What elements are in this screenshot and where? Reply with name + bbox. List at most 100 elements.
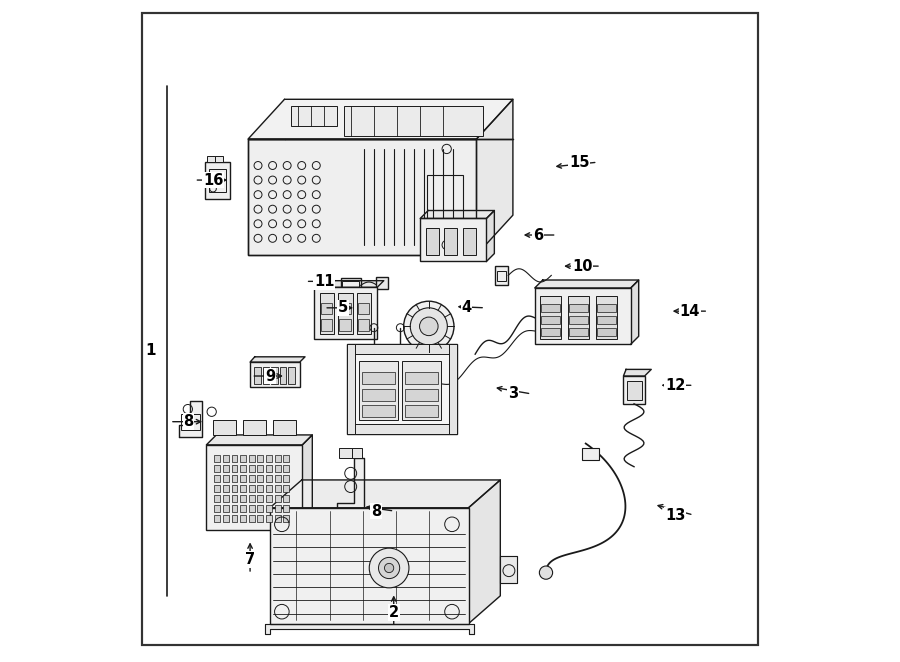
Bar xyxy=(263,367,269,384)
Text: 16: 16 xyxy=(202,173,223,187)
Text: 10: 10 xyxy=(572,259,592,273)
Text: 5: 5 xyxy=(338,301,348,315)
Bar xyxy=(362,405,395,417)
Bar xyxy=(352,448,362,458)
Bar xyxy=(248,505,255,512)
Circle shape xyxy=(410,308,447,345)
Bar xyxy=(347,344,356,434)
Bar xyxy=(231,485,238,492)
Bar xyxy=(206,445,302,530)
Text: 2: 2 xyxy=(389,605,399,620)
Bar xyxy=(266,495,272,502)
Bar xyxy=(248,485,255,492)
Bar xyxy=(339,303,351,314)
Bar xyxy=(274,475,281,482)
Bar xyxy=(596,296,617,339)
Polygon shape xyxy=(302,435,312,530)
Bar xyxy=(280,367,286,384)
Bar xyxy=(223,515,229,522)
Bar xyxy=(414,350,444,363)
Bar xyxy=(359,361,398,420)
Bar xyxy=(250,362,300,387)
Bar xyxy=(284,455,289,462)
Bar xyxy=(542,304,560,312)
Bar xyxy=(569,316,588,324)
Bar xyxy=(321,319,332,331)
Bar xyxy=(495,266,508,285)
Bar xyxy=(266,455,272,462)
Bar xyxy=(248,515,255,522)
Bar xyxy=(597,328,616,336)
Bar xyxy=(214,465,220,472)
Bar xyxy=(314,287,377,339)
Bar xyxy=(181,414,201,430)
Circle shape xyxy=(384,563,393,573)
Text: 7: 7 xyxy=(245,552,255,567)
Circle shape xyxy=(419,317,438,336)
Bar xyxy=(257,475,264,482)
Bar xyxy=(223,475,229,482)
Text: 8: 8 xyxy=(371,504,381,518)
Bar xyxy=(291,106,338,126)
Polygon shape xyxy=(314,281,383,287)
Bar xyxy=(223,455,229,462)
Bar xyxy=(231,465,238,472)
Bar xyxy=(257,455,264,462)
Bar xyxy=(254,367,261,384)
Bar xyxy=(214,455,220,462)
Text: 9: 9 xyxy=(265,369,275,383)
Polygon shape xyxy=(265,624,473,634)
Bar xyxy=(540,296,562,339)
Bar xyxy=(338,448,352,458)
Bar xyxy=(273,420,296,435)
Bar xyxy=(569,328,588,336)
Bar xyxy=(214,515,220,522)
Bar xyxy=(266,475,272,482)
Bar xyxy=(231,455,238,462)
Bar xyxy=(542,328,560,336)
Bar xyxy=(270,508,469,624)
Bar xyxy=(257,505,264,512)
Bar xyxy=(213,420,236,435)
Bar xyxy=(271,367,278,384)
Bar xyxy=(347,424,456,434)
Text: 1: 1 xyxy=(146,344,156,358)
Bar xyxy=(257,495,264,502)
Bar xyxy=(207,156,215,162)
Bar xyxy=(257,515,264,522)
Bar xyxy=(223,465,229,472)
Polygon shape xyxy=(250,357,305,362)
Bar xyxy=(214,505,220,512)
Bar xyxy=(240,495,246,502)
Polygon shape xyxy=(248,99,513,139)
Bar xyxy=(248,475,255,482)
Bar xyxy=(231,515,238,522)
Bar xyxy=(223,485,229,492)
Bar xyxy=(240,475,246,482)
Text: 11: 11 xyxy=(314,274,335,289)
Bar xyxy=(223,505,229,512)
Text: 13: 13 xyxy=(665,508,685,522)
Bar xyxy=(284,475,289,482)
Polygon shape xyxy=(624,369,652,376)
Bar xyxy=(223,495,229,502)
Bar xyxy=(284,495,289,502)
Bar xyxy=(274,495,281,502)
Polygon shape xyxy=(206,435,312,445)
Bar xyxy=(362,389,395,401)
Polygon shape xyxy=(270,480,500,508)
Bar xyxy=(338,293,353,334)
Bar xyxy=(284,485,289,492)
Bar xyxy=(420,218,486,261)
Bar xyxy=(597,304,616,312)
Bar xyxy=(266,465,272,472)
Bar xyxy=(257,465,264,472)
Bar xyxy=(444,228,457,255)
Bar xyxy=(405,389,438,401)
Bar xyxy=(274,485,281,492)
Bar xyxy=(274,455,281,462)
Circle shape xyxy=(539,566,553,579)
Bar xyxy=(266,505,272,512)
Text: 4: 4 xyxy=(462,301,472,315)
Text: 3: 3 xyxy=(508,387,518,401)
